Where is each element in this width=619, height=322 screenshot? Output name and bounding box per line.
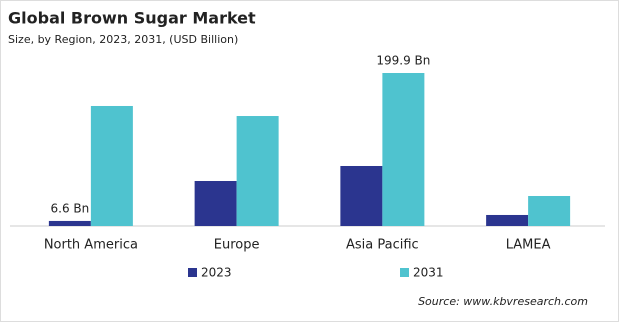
legend-swatch	[188, 268, 197, 277]
data-label: 199.9 Bn	[376, 54, 430, 68]
bar	[382, 73, 425, 226]
x-tick-label: Asia Pacific	[346, 238, 419, 253]
bar	[528, 195, 571, 226]
legend-label: 2031	[413, 266, 444, 280]
bar	[194, 180, 237, 226]
source: Source: www.kbvresearch.com	[418, 295, 588, 308]
chart-subtitle: Size, by Region, 2023, 2031, (USD Billio…	[8, 33, 238, 46]
bar	[340, 165, 383, 226]
legend-label: 2023	[201, 266, 232, 280]
x-tick-label: Europe	[214, 238, 260, 253]
x-tick-label: LAMEA	[506, 238, 551, 253]
chart-title: Global Brown Sugar Market	[8, 9, 256, 28]
x-tick-label: North America	[44, 238, 138, 253]
bar	[236, 116, 279, 226]
data-label: 6.6 Bn	[51, 201, 90, 215]
legend-swatch	[400, 268, 409, 277]
bar	[48, 220, 91, 226]
bar	[486, 214, 529, 226]
bar	[90, 105, 133, 226]
